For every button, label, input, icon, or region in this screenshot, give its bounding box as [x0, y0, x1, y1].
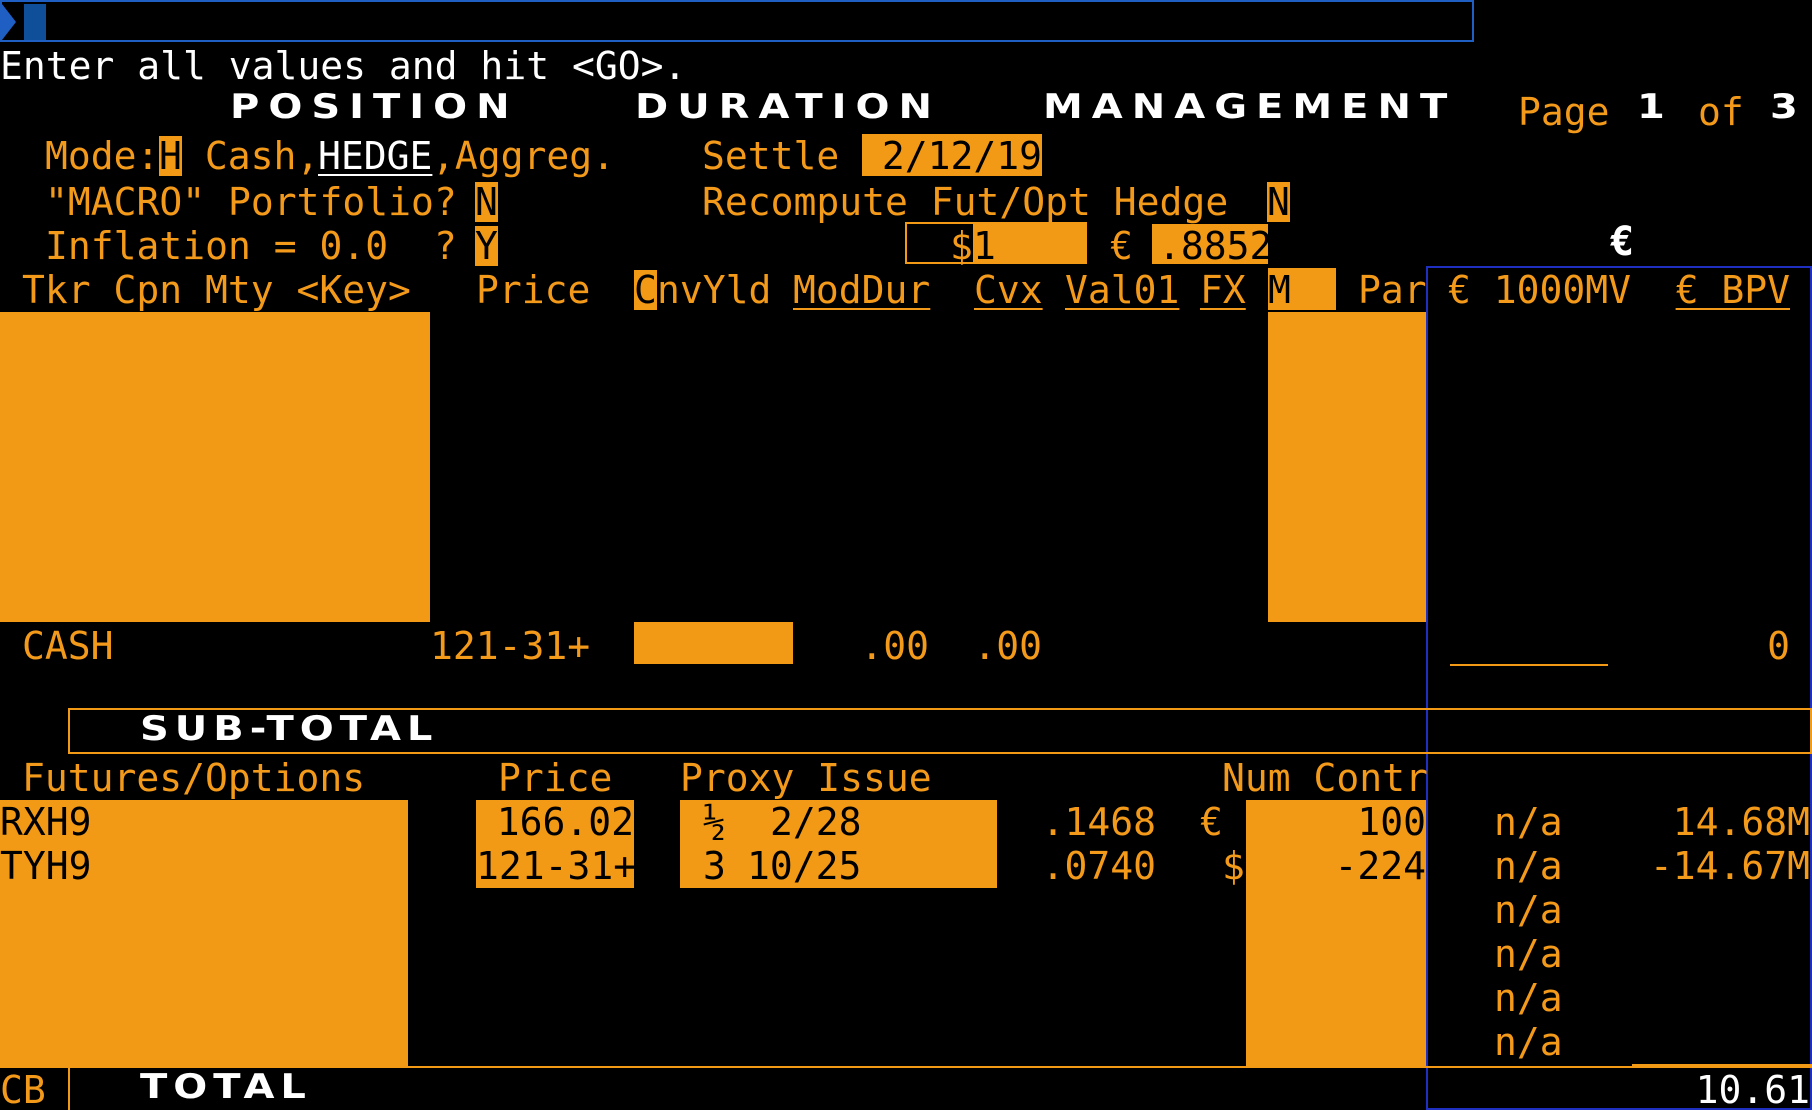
- page-label: Page: [1518, 90, 1610, 134]
- futures-num-block[interactable]: [1246, 800, 1426, 1066]
- page-title-word-1: POSITION: [230, 87, 519, 127]
- page-title-word-2: DURATION: [635, 87, 941, 127]
- futures-price[interactable]: 121-31+: [476, 844, 637, 888]
- fx-usd-label: $: [950, 224, 973, 268]
- futures-mv: n/a: [1494, 844, 1563, 888]
- fx-usd-input[interactable]: 1: [973, 224, 996, 268]
- futures-proxy-cpn[interactable]: ½: [703, 800, 726, 844]
- command-arrow-icon: [2, 4, 16, 40]
- macro-input-bg: [475, 182, 498, 222]
- futures-bpv: 14.68M: [1672, 800, 1810, 844]
- mode-option-cash: Cash,: [182, 134, 320, 178]
- col-cnvyld-key[interactable]: C: [634, 268, 657, 312]
- prompt-text: Enter all values and hit <GO>.: [0, 44, 687, 88]
- futures-price-header: Price: [498, 756, 613, 800]
- col-price-header: Price: [476, 268, 591, 312]
- col-tkr-header: Tkr Cpn Mty <Key>: [22, 268, 411, 312]
- col-cnvyld-key-bg: [634, 270, 657, 310]
- futures-ratio: .0740: [1041, 844, 1156, 888]
- futures-price-bg-1: [476, 800, 634, 888]
- cash-price: 121-31+: [430, 624, 591, 668]
- col-mv-header: € 1000MV: [1448, 268, 1632, 312]
- total-cb: CB: [0, 1068, 46, 1110]
- cash-moddur: .00: [860, 624, 929, 668]
- macro-label: "MACRO" Portfolio?: [45, 180, 457, 224]
- futures-mv-na: n/a: [1494, 976, 1563, 1020]
- inflation-label: Inflation = 0.0 ?: [45, 224, 457, 268]
- total-top-line: [0, 1066, 1812, 1068]
- total-label: TOTAL: [140, 1067, 312, 1107]
- mode-option-hedge: HEDGE: [318, 134, 433, 178]
- futures-num[interactable]: 100: [1357, 800, 1426, 844]
- futures-num[interactable]: -224: [1334, 844, 1426, 888]
- futures-mv-na: n/a: [1494, 1020, 1563, 1064]
- cash-cvx: .00: [973, 624, 1042, 668]
- fx-eur-input-bg: [1152, 224, 1268, 264]
- col-moddur-header[interactable]: ModDur: [793, 268, 931, 312]
- futures-mv-na: n/a: [1494, 888, 1563, 932]
- mode-input[interactable]: H: [159, 134, 182, 178]
- settle-input-bg: [862, 134, 1042, 176]
- total-value: 10.61: [1695, 1068, 1810, 1110]
- col-par-header: Par: [1358, 268, 1427, 312]
- col-cvx-header[interactable]: Cvx: [974, 268, 1043, 312]
- page-total: 3: [1770, 87, 1798, 127]
- col-fx-header[interactable]: FX: [1200, 268, 1246, 312]
- currency-symbol: €: [1610, 219, 1635, 265]
- futures-proxy-mty[interactable]: 2/28: [770, 800, 862, 844]
- fx-usd-input-bg: [973, 224, 1085, 264]
- par-input-block[interactable]: [1268, 312, 1426, 622]
- futures-proxy-mty[interactable]: 10/25: [747, 844, 862, 888]
- fx-eur-input[interactable]: .8852: [1158, 224, 1273, 268]
- mode-input-bg: [159, 136, 182, 176]
- subtotal-label: SUB-TOTAL: [140, 709, 439, 749]
- fx-eur-label: €: [1110, 224, 1133, 268]
- page-of-label: of: [1698, 90, 1744, 134]
- subtotal-bar: [68, 708, 1812, 754]
- futures-ticker[interactable]: TYH9: [0, 844, 92, 888]
- recompute-input-bg: [1267, 182, 1290, 222]
- cash-cnvyld-input[interactable]: [634, 622, 793, 664]
- recompute-label: Recompute Fut/Opt Hedge: [702, 180, 1229, 224]
- futures-mv: n/a: [1494, 800, 1563, 844]
- command-line[interactable]: [0, 0, 1474, 42]
- page-number: 1: [1637, 87, 1665, 127]
- settle-input[interactable]: 2/12/19: [881, 134, 1042, 178]
- mode-label: Mode:: [45, 134, 160, 178]
- euro-panel: [1426, 266, 1812, 1110]
- bpv-underline: [1632, 1064, 1812, 1066]
- page-title-word-3: MANAGEMENT: [1043, 87, 1457, 127]
- inflation-input-bg: [475, 226, 498, 266]
- command-cursor: [24, 4, 46, 40]
- futures-proxy-bg: [680, 800, 997, 888]
- settle-label: Settle: [702, 134, 840, 178]
- futures-price[interactable]: 166.02: [496, 800, 634, 844]
- ticker-input-block[interactable]: [0, 312, 430, 622]
- futures-ccy: $: [1222, 844, 1245, 888]
- total-bar: [68, 1066, 1428, 1110]
- cash-label: CASH: [22, 624, 114, 668]
- macro-input[interactable]: N: [475, 180, 498, 224]
- col-val01-header[interactable]: Val01: [1065, 268, 1180, 312]
- col-m-key[interactable]: M: [1268, 268, 1291, 312]
- col-cnvyld-header: nvYld: [657, 268, 772, 312]
- col-m-key-bg: [1268, 268, 1336, 310]
- inflation-input[interactable]: Y: [475, 224, 498, 268]
- cash-bpv: 0: [1767, 624, 1790, 668]
- futures-bpv: -14.67M: [1649, 844, 1810, 888]
- futures-proxy-header: Proxy Issue: [680, 756, 932, 800]
- futures-ratio: .1468: [1041, 800, 1156, 844]
- futures-proxy-cpn[interactable]: 3: [703, 844, 726, 888]
- cash-mv-underline: [1450, 664, 1608, 666]
- futures-ccy: €: [1200, 800, 1223, 844]
- recompute-input[interactable]: N: [1267, 180, 1290, 224]
- futures-ticker[interactable]: RXH9: [0, 800, 92, 844]
- futures-mv-na: n/a: [1494, 932, 1563, 976]
- col-bpv-header[interactable]: € BPV: [1675, 268, 1790, 312]
- futures-header: Futures/Options: [22, 756, 366, 800]
- futures-ticker-block[interactable]: [0, 800, 408, 1066]
- futures-num-header: Num Contr: [1222, 756, 1428, 800]
- mode-option-aggreg: ,Aggreg.: [432, 134, 616, 178]
